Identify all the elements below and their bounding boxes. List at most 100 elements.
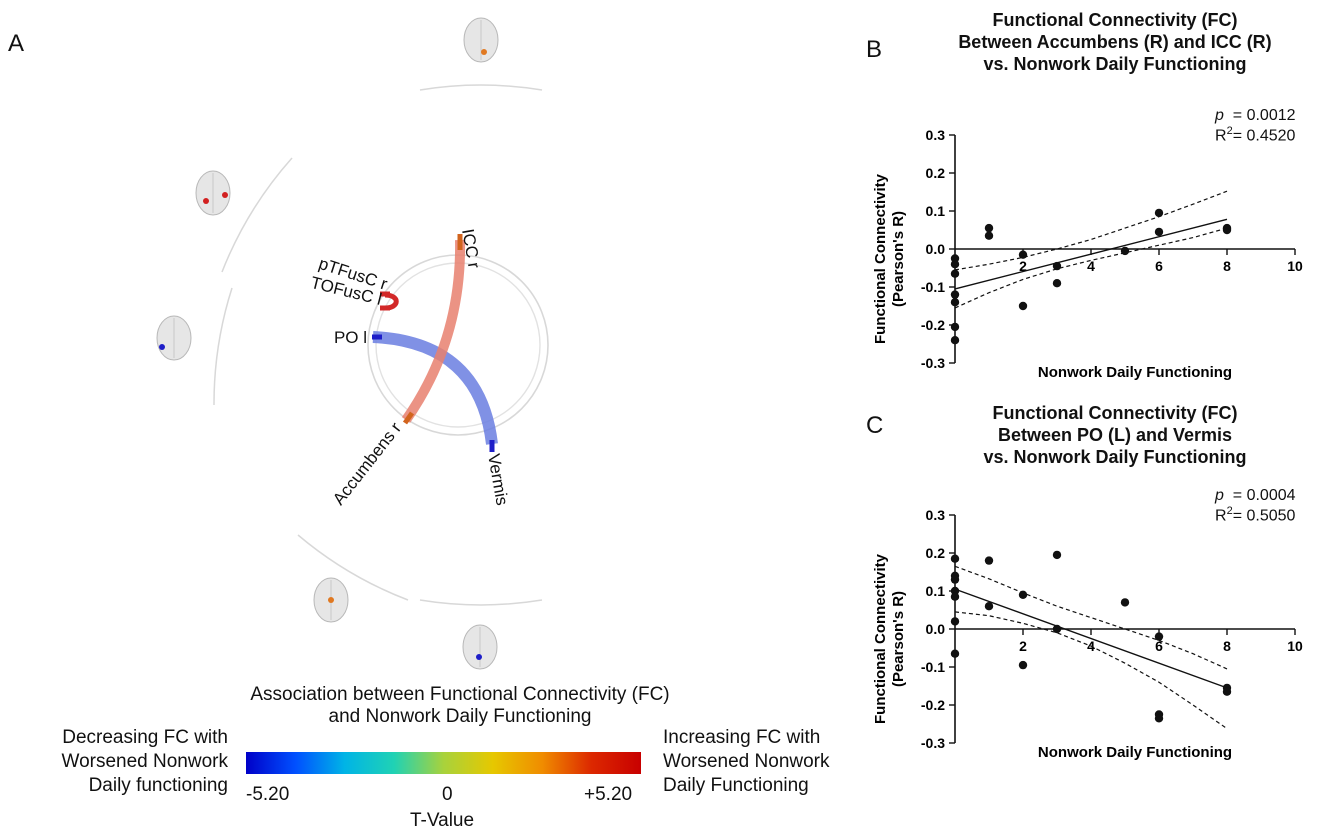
- chart-b-point-15: [1154, 227, 1164, 237]
- node-label-vermis: Vermis: [484, 452, 512, 506]
- chart-b-p-prefix: p: [1215, 107, 1224, 124]
- colorbar-title: Association between Functional Connectiv…: [190, 684, 730, 728]
- chart-c-title-line2: Between PO (L) and Vermis: [997, 424, 1233, 445]
- chart-c-point-8: [984, 602, 994, 611]
- chart-b-y-tick-label-2: 0.1: [926, 203, 946, 219]
- chart-c-y-label-line2: (Pearson's R): [890, 591, 907, 687]
- colorbar-right-caption: Increasing FC with Worsened Nonwork Dail…: [663, 726, 883, 797]
- chart-c-point-5: [950, 617, 960, 626]
- panel-label-c: C: [866, 412, 884, 439]
- chart-b-title: Functional Connectivity (FC) Between Acc…: [905, 10, 1320, 76]
- outer-arc-top: [419, 84, 543, 91]
- colorbar-left-line1: Decreasing FC with: [62, 727, 228, 748]
- chart-b-point-1: [950, 260, 960, 269]
- chart-b-fit-line: [954, 218, 1228, 290]
- chart-b-y-tick-label-4: -0.1: [921, 279, 945, 295]
- chart-c-title-line3: vs. Nonwork Daily Functioning: [983, 446, 1247, 467]
- chart-c-title-line1: Functional Connectivity (FC): [992, 403, 1238, 423]
- colorbar-mid-label: 0: [442, 784, 453, 805]
- chart-c-y-tick-label-3: 0.0: [926, 621, 946, 637]
- chart-b-point-13: [1120, 246, 1130, 256]
- colorbar-axis-label: T-Value: [410, 810, 475, 831]
- chart-b-title-line1: Functional Connectivity (FC): [992, 10, 1238, 30]
- chart-c-point-11: [1052, 550, 1062, 560]
- chart-c-y-tick-label-6: -0.3: [921, 735, 945, 751]
- chart-b-x-tick-label-1: 4: [1087, 258, 1095, 274]
- chart-b-point-6: [950, 336, 960, 345]
- outer-arc-left: [213, 287, 233, 406]
- chart-b-x-tick-label-0: 2: [1019, 258, 1027, 274]
- chart-b-y-label-line1: Functional Connectivity: [872, 173, 889, 344]
- chart-c-x-tick-label-4: 10: [1287, 638, 1303, 654]
- edge-po-vermis: [372, 331, 498, 445]
- chart-b-point-5: [950, 322, 960, 332]
- chart-b-p-text: = 0.0012: [1232, 107, 1296, 124]
- colorbar-right-line1: Increasing FC with: [663, 727, 821, 748]
- panel-label-b: B: [866, 36, 883, 63]
- chart-b-point-9: [1018, 250, 1028, 259]
- chart-b-y-tick-label-5: -0.2: [921, 317, 945, 333]
- chart-c-x-tick-label-2: 6: [1155, 638, 1163, 654]
- brain-icon-bottom: [462, 624, 498, 670]
- chart-b-point-2: [950, 269, 960, 278]
- colorbar-right-line3: Daily Functioning: [663, 774, 809, 796]
- chart-c-point-6: [950, 649, 960, 658]
- colorbar-right-line2: Worsened Nonwork: [663, 750, 830, 772]
- outer-arc-upper-left: [221, 157, 293, 273]
- chart-b-x-tick-label-3: 8: [1223, 258, 1231, 274]
- chart-b-x-tick-label-4: 10: [1287, 258, 1303, 274]
- colorbar-title-line2: and Nonwork Daily Functioning: [328, 706, 592, 727]
- chart-c-point-0: [950, 554, 960, 563]
- chart-c-fit-line: [954, 588, 1228, 689]
- chart-b-point-7: [984, 223, 994, 233]
- chart-b-point-12: [1052, 279, 1062, 288]
- colorbar-left-line2: Worsened Nonwork: [61, 750, 228, 772]
- chart-c-y-label-line1: Functional Connectivity: [872, 553, 889, 724]
- chart-b-r2-prefix: R: [1215, 127, 1227, 145]
- chart-b-y-tick-label-3: 0.0: [926, 241, 946, 257]
- chart-b-point-11: [1052, 261, 1062, 271]
- chart-b-x-tick-label-2: 6: [1155, 258, 1163, 274]
- chart-c-ci-lower: [954, 611, 1228, 730]
- chart-b-point-10: [1018, 301, 1028, 311]
- chart-c-r2-text: = 0.5050: [1232, 507, 1296, 525]
- outer-segment-arcs: [213, 84, 543, 606]
- chart-b-point-3: [950, 290, 960, 299]
- colorbar-left-caption: Decreasing FC with Worsened Nonwork Dail…: [18, 726, 228, 797]
- chart-c-y-tick-label-5: -0.2: [921, 697, 945, 713]
- chart-c-point-10: [1018, 660, 1028, 670]
- chart-b-title-line3: vs. Nonwork Daily Functioning: [983, 53, 1247, 74]
- chart-c-point-7: [984, 556, 994, 565]
- chart-b-point-14: [1154, 208, 1164, 218]
- colorbar-max-label: +5.20: [584, 784, 633, 805]
- chart-c-point-16: [1154, 714, 1164, 723]
- chart-b-y-tick-label-6: -0.3: [921, 355, 945, 371]
- chart-b-y-tick-label-1: 0.2: [926, 165, 946, 181]
- chart-b: 0.3 0.2 0.1 0.0 -0.1 -0.2 -0.3 2 4 6 8 10 Nonwork Da…: [872, 127, 1303, 381]
- chart-c-p-prefix: p: [1215, 487, 1224, 504]
- chart-c-x-label: Nonwork Daily Functioning: [1038, 744, 1232, 761]
- connectogram: ICC r pTFusC r TOFusC l PO l Accumbens r…: [156, 17, 549, 670]
- chart-c-title: Functional Connectivity (FC) Between PO …: [905, 403, 1320, 469]
- chart-c-point-13: [1120, 598, 1130, 607]
- chart-c-p-text: = 0.0004: [1232, 487, 1296, 504]
- chart-b-point-8: [984, 231, 994, 240]
- chart-c-y-tick-label-2: 0.1: [926, 583, 946, 599]
- chart-c-point-18: [1222, 687, 1232, 696]
- colorbar-gradient: [246, 752, 641, 774]
- outer-arc-bottom: [419, 599, 543, 606]
- chart-c-r2-sup: 2: [1226, 505, 1233, 517]
- edge-icc-accumbens: [401, 239, 466, 423]
- chart-c-x-tick-label-3: 8: [1223, 638, 1231, 654]
- chart-c-ci-upper: [954, 565, 1228, 670]
- outer-arc-lower-left: [297, 534, 409, 601]
- chart-c-stats: p = 0.0004 R2= 0.5050: [1215, 487, 1320, 525]
- panel-label-a: A: [8, 30, 25, 57]
- chart-b-ci-lower: [954, 227, 1228, 309]
- chart-b-r2-sup: 2: [1226, 125, 1233, 137]
- node-label-accumbens: Accumbens r: [329, 418, 405, 508]
- colorbar-left-line3: Daily functioning: [88, 774, 228, 796]
- chart-b-y-label-line2: (Pearson's R): [890, 211, 907, 307]
- chart-c-p-value: p = 0.0004: [1215, 487, 1320, 505]
- colorbar-min-label: -5.20: [246, 784, 290, 805]
